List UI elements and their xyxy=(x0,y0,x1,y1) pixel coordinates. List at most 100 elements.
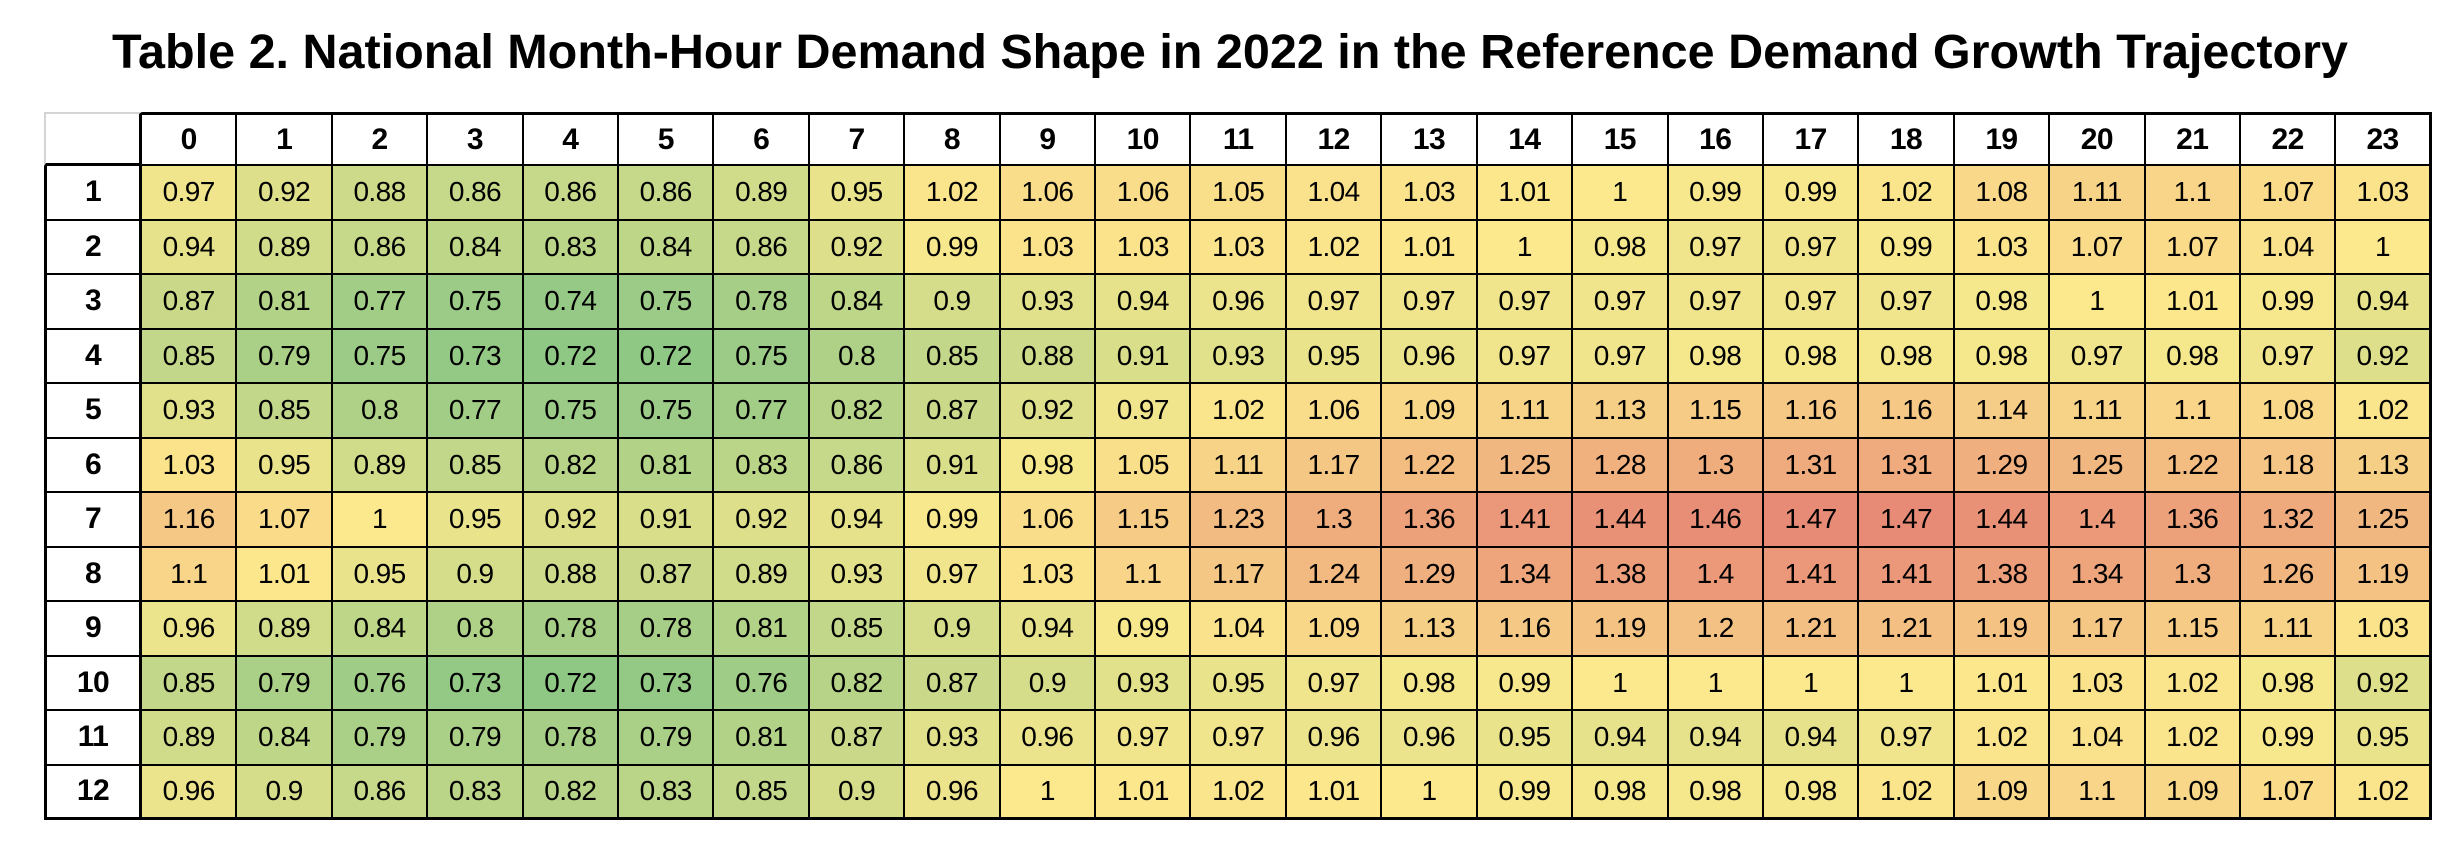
table-cell: 0.88 xyxy=(1000,329,1097,384)
table-cell: 0.88 xyxy=(523,547,620,602)
table-cell: 1 xyxy=(1000,765,1097,820)
table-cell: 0.98 xyxy=(2240,656,2337,711)
column-header-hour-23: 23 xyxy=(2336,112,2432,166)
table-cell: 0.9 xyxy=(905,275,1001,330)
table-cell: 0.86 xyxy=(714,220,810,275)
table-cell: 1.02 xyxy=(2145,656,2241,711)
table-cell: 0.88 xyxy=(332,166,429,221)
column-header-hour-14: 14 xyxy=(1477,112,1574,166)
table-cell: 1.25 xyxy=(1477,438,1574,493)
table-cell: 1.44 xyxy=(1954,493,2051,548)
table-cell: 0.99 xyxy=(905,493,1001,548)
table-cell: 1.21 xyxy=(1763,602,1860,657)
table-cell: 0.78 xyxy=(523,711,620,766)
table-cell: 0.82 xyxy=(523,765,620,820)
table-cell: 1.1 xyxy=(2145,166,2241,221)
table-cell: 1.01 xyxy=(1477,166,1574,221)
table-cell: 1.38 xyxy=(1573,547,1669,602)
table-cell: 0.95 xyxy=(1286,329,1383,384)
table-cell: 1.03 xyxy=(1382,166,1478,221)
table-cell: 0.99 xyxy=(1477,656,1574,711)
row-header-month-11: 11 xyxy=(44,711,142,766)
table-cell: 1.16 xyxy=(1859,384,1955,439)
table-cell: 0.85 xyxy=(142,329,238,384)
table-cell: 1.05 xyxy=(1096,438,1192,493)
table-cell: 0.97 xyxy=(1573,275,1669,330)
column-header-hour-7: 7 xyxy=(809,112,906,166)
table-cell: 1 xyxy=(1477,220,1574,275)
table-cell: 0.74 xyxy=(523,275,620,330)
table-cell: 1.06 xyxy=(1096,166,1192,221)
table-cell: 0.87 xyxy=(905,656,1001,711)
table-cell: 0.78 xyxy=(714,275,810,330)
table-cell: 0.94 xyxy=(1668,711,1764,766)
table-cell: 0.9 xyxy=(1000,656,1097,711)
table-cell: 1.25 xyxy=(2050,438,2146,493)
table-cell: 1.25 xyxy=(2336,493,2432,548)
table-cell: 1.2 xyxy=(1668,602,1764,657)
table-cell: 1.02 xyxy=(1191,384,1287,439)
table-cell: 0.86 xyxy=(809,438,906,493)
table-cell: 0.99 xyxy=(1668,166,1764,221)
table-cell: 1.01 xyxy=(1954,656,2051,711)
table-cell: 1.44 xyxy=(1573,493,1669,548)
table-cell: 0.89 xyxy=(142,711,238,766)
table-cell: 0.9 xyxy=(237,765,333,820)
table-cell: 0.89 xyxy=(714,166,810,221)
column-header-hour-15: 15 xyxy=(1573,112,1669,166)
table-cell: 1.28 xyxy=(1573,438,1669,493)
table-cell: 1.07 xyxy=(237,493,333,548)
table-cell: 0.98 xyxy=(1954,329,2051,384)
table-cell: 0.89 xyxy=(714,547,810,602)
column-header-hour-10: 10 xyxy=(1096,112,1192,166)
column-header-hour-11: 11 xyxy=(1191,112,1287,166)
column-header-hour-9: 9 xyxy=(1000,112,1097,166)
table-cell: 0.97 xyxy=(1763,275,1860,330)
table-cell: 0.87 xyxy=(809,711,906,766)
column-header-hour-1: 1 xyxy=(237,112,333,166)
table-cell: 1 xyxy=(2336,220,2432,275)
table-cell: 0.92 xyxy=(1000,384,1097,439)
table-cell: 1.36 xyxy=(2145,493,2241,548)
table-cell: 1.15 xyxy=(1096,493,1192,548)
table-cell: 0.96 xyxy=(1000,711,1097,766)
table-cell: 1.4 xyxy=(2050,493,2146,548)
table-cell: 0.92 xyxy=(809,220,906,275)
table-cell: 0.98 xyxy=(2145,329,2241,384)
table-cell: 1.01 xyxy=(1286,765,1383,820)
table-cell: 0.91 xyxy=(619,493,715,548)
table-cell: 1.41 xyxy=(1859,547,1955,602)
table-cell: 1.04 xyxy=(1286,166,1383,221)
row-header-month-6: 6 xyxy=(44,438,142,493)
table-cell: 1.11 xyxy=(2050,384,2146,439)
table-cell: 0.98 xyxy=(1000,438,1097,493)
column-header-hour-12: 12 xyxy=(1286,112,1383,166)
table-cell: 0.97 xyxy=(142,166,238,221)
table-cell: 0.76 xyxy=(714,656,810,711)
table-cell: 1.17 xyxy=(1286,438,1383,493)
table-cell: 0.94 xyxy=(2336,275,2432,330)
row-header-month-3: 3 xyxy=(44,275,142,330)
table-cell: 1 xyxy=(1573,166,1669,221)
table-cell: 0.84 xyxy=(428,220,524,275)
table-cell: 0.95 xyxy=(1477,711,1574,766)
table-cell: 1.04 xyxy=(2050,711,2146,766)
table-cell: 0.86 xyxy=(619,166,715,221)
table-cell: 1.15 xyxy=(1668,384,1764,439)
table-cell: 0.94 xyxy=(1763,711,1860,766)
table-cell: 1.32 xyxy=(2240,493,2337,548)
table-cell: 1.03 xyxy=(2050,656,2146,711)
table-cell: 0.97 xyxy=(1477,329,1574,384)
table-cell: 1.34 xyxy=(1477,547,1574,602)
table-cell: 0.99 xyxy=(1859,220,1955,275)
table-cell: 1.17 xyxy=(1191,547,1287,602)
table-cell: 1.3 xyxy=(1668,438,1764,493)
table-cell: 0.73 xyxy=(428,329,524,384)
table-cell: 1 xyxy=(1859,656,1955,711)
table-cell: 0.94 xyxy=(142,220,238,275)
table-cell: 1.08 xyxy=(2240,384,2337,439)
table-cell: 0.97 xyxy=(2240,329,2337,384)
table-title: Table 2. National Month-Hour Demand Shap… xyxy=(112,25,2348,79)
table-cell: 0.96 xyxy=(142,765,238,820)
table-cell: 1.01 xyxy=(2145,275,2241,330)
